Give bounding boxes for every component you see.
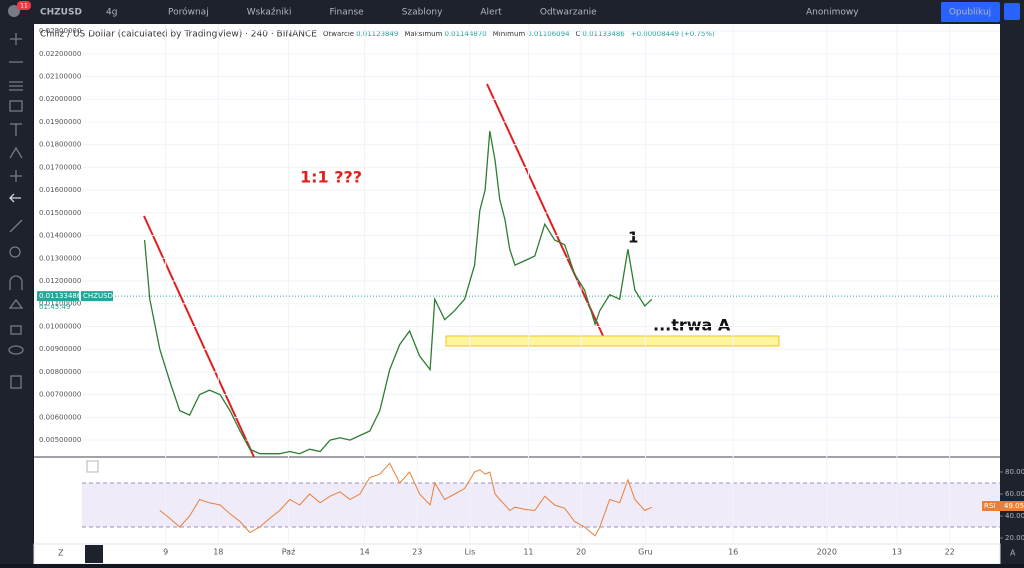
x-tick-label: 11 — [523, 548, 533, 557]
y-tick-label: 0.01500000 — [39, 209, 81, 217]
x-tick-label: 2020 — [817, 548, 837, 557]
badge-bg — [17, 1, 31, 10]
y-tick-label: 0.00900000 — [39, 345, 81, 353]
trendline — [143, 215, 255, 458]
publish-label[interactable]: Opublikuj — [949, 8, 991, 18]
x-tick-label: Lis — [464, 548, 475, 557]
rsi-tick-label: 20.00 — [1005, 534, 1024, 542]
legend-item: 0.01144870 — [444, 30, 486, 38]
rsi-tick-label: 60.00 — [1005, 490, 1024, 498]
legend-item: Maksimum — [404, 30, 442, 38]
rsi-tick-label: 40.00 — [1005, 512, 1024, 520]
rsi-line — [159, 462, 653, 537]
rsi-tag — [982, 501, 1024, 511]
x-tick-label: 23 — [412, 548, 422, 557]
toolbar-button[interactable]: Odtwarzanie — [540, 8, 597, 18]
y-tick-label: 0.02300000 — [39, 27, 81, 35]
toolbar-button[interactable]: Finanse — [330, 8, 365, 18]
symbol-tag — [81, 291, 113, 302]
trendline — [486, 83, 605, 339]
rsi-last: 49.05 — [1004, 502, 1024, 510]
x-tick-label: 9 — [163, 548, 168, 557]
price-line — [143, 130, 653, 455]
legend-item: 0.01123849 — [356, 30, 398, 38]
toolbar-button[interactable]: Wskaźniki — [247, 8, 292, 18]
interval[interactable]: 4g — [106, 8, 117, 18]
publish-button[interactable] — [941, 2, 1000, 22]
toolbar-button[interactable]: Porównaj — [168, 7, 209, 18]
toolbar-button[interactable]: Alert — [480, 8, 502, 18]
legend-item: 0.01133486 — [582, 30, 625, 38]
rsi-tick-label: 80.00 — [1005, 468, 1024, 476]
y-tick-label: 0.01000000 — [39, 322, 81, 330]
y-tick-label: 0.01900000 — [39, 118, 81, 126]
y-tick-label: 0.01800000 — [39, 141, 81, 149]
y-tick-label: 0.01400000 — [39, 232, 81, 240]
rsi-band — [82, 483, 1000, 527]
bottom-right[interactable]: A — [1010, 549, 1016, 558]
y-tick-label: 0.00500000 — [39, 436, 81, 444]
menu-icon[interactable] — [8, 5, 20, 17]
y-tick-label: 0.00800000 — [39, 368, 81, 376]
y-tick-label: 0.01300000 — [39, 254, 81, 262]
badge: 11 — [20, 3, 28, 10]
legend-item: +0.00008449 (+0.75%) — [631, 30, 715, 38]
x-tick-label: 13 — [892, 548, 902, 557]
collapse-button[interactable] — [86, 460, 99, 473]
time-axis — [33, 543, 1001, 565]
user[interactable]: Anonimowy — [806, 8, 859, 18]
x-tick-label: 16 — [728, 548, 738, 557]
y-tick-label: 0.00600000 — [39, 413, 81, 421]
y-tick-label: 0.02200000 — [39, 50, 81, 58]
price-tag — [37, 291, 79, 302]
countdown: 01:45:49 — [39, 303, 70, 311]
y-tick-label: 0.01100000 — [39, 300, 81, 308]
legend: Chiliz / US Dollar (calculated by Tradin… — [40, 30, 715, 40]
y-tick-label: 0.01600000 — [39, 186, 81, 194]
last-price: 0.01133486 — [39, 292, 82, 300]
left-toolbar — [0, 24, 33, 564]
annotation: 1:1 ??? — [300, 168, 362, 187]
rsi-name: RSI — [984, 502, 995, 510]
toolbar-button[interactable]: Szablony — [402, 8, 443, 18]
symbol[interactable]: CHZUSD — [40, 8, 82, 18]
x-tick-label: Paź — [282, 548, 296, 557]
legend-item: 0.01106094 — [527, 30, 570, 38]
y-tick-label: 0.01200000 — [39, 277, 81, 285]
x-tick-label: 20 — [576, 548, 586, 557]
legend-item: C — [576, 30, 581, 38]
x-tick-label: 22 — [945, 548, 955, 557]
support-zone — [445, 335, 780, 347]
annotation: 1 — [628, 229, 638, 247]
legend-item: Chiliz / US Dollar (calculated by Tradin… — [40, 30, 317, 40]
tool-icons — [8, 33, 24, 389]
right-strip — [1000, 24, 1024, 564]
bottom-button[interactable] — [85, 545, 103, 563]
x-tick-label: Gru — [638, 548, 653, 557]
x-tick-label: 18 — [213, 548, 223, 557]
y-tick-label: 0.01700000 — [39, 163, 81, 171]
annotation: ...trwa A — [653, 316, 731, 335]
y-tick-label: 0.00700000 — [39, 391, 81, 399]
top-toolbar — [0, 0, 1024, 24]
bottom-left[interactable]: Z — [58, 549, 64, 558]
chart-area — [34, 24, 1000, 544]
x-tick-label: 14 — [359, 548, 369, 557]
y-tick-label: 0.02000000 — [39, 95, 81, 103]
y-tick-label: 0.02100000 — [39, 72, 81, 80]
legend-item: Minimum — [493, 30, 526, 38]
legend-item: Otwarcie — [323, 30, 354, 38]
symbol-tag-label: CHZUSD — [83, 292, 113, 300]
replay-icon[interactable] — [1004, 3, 1020, 20]
